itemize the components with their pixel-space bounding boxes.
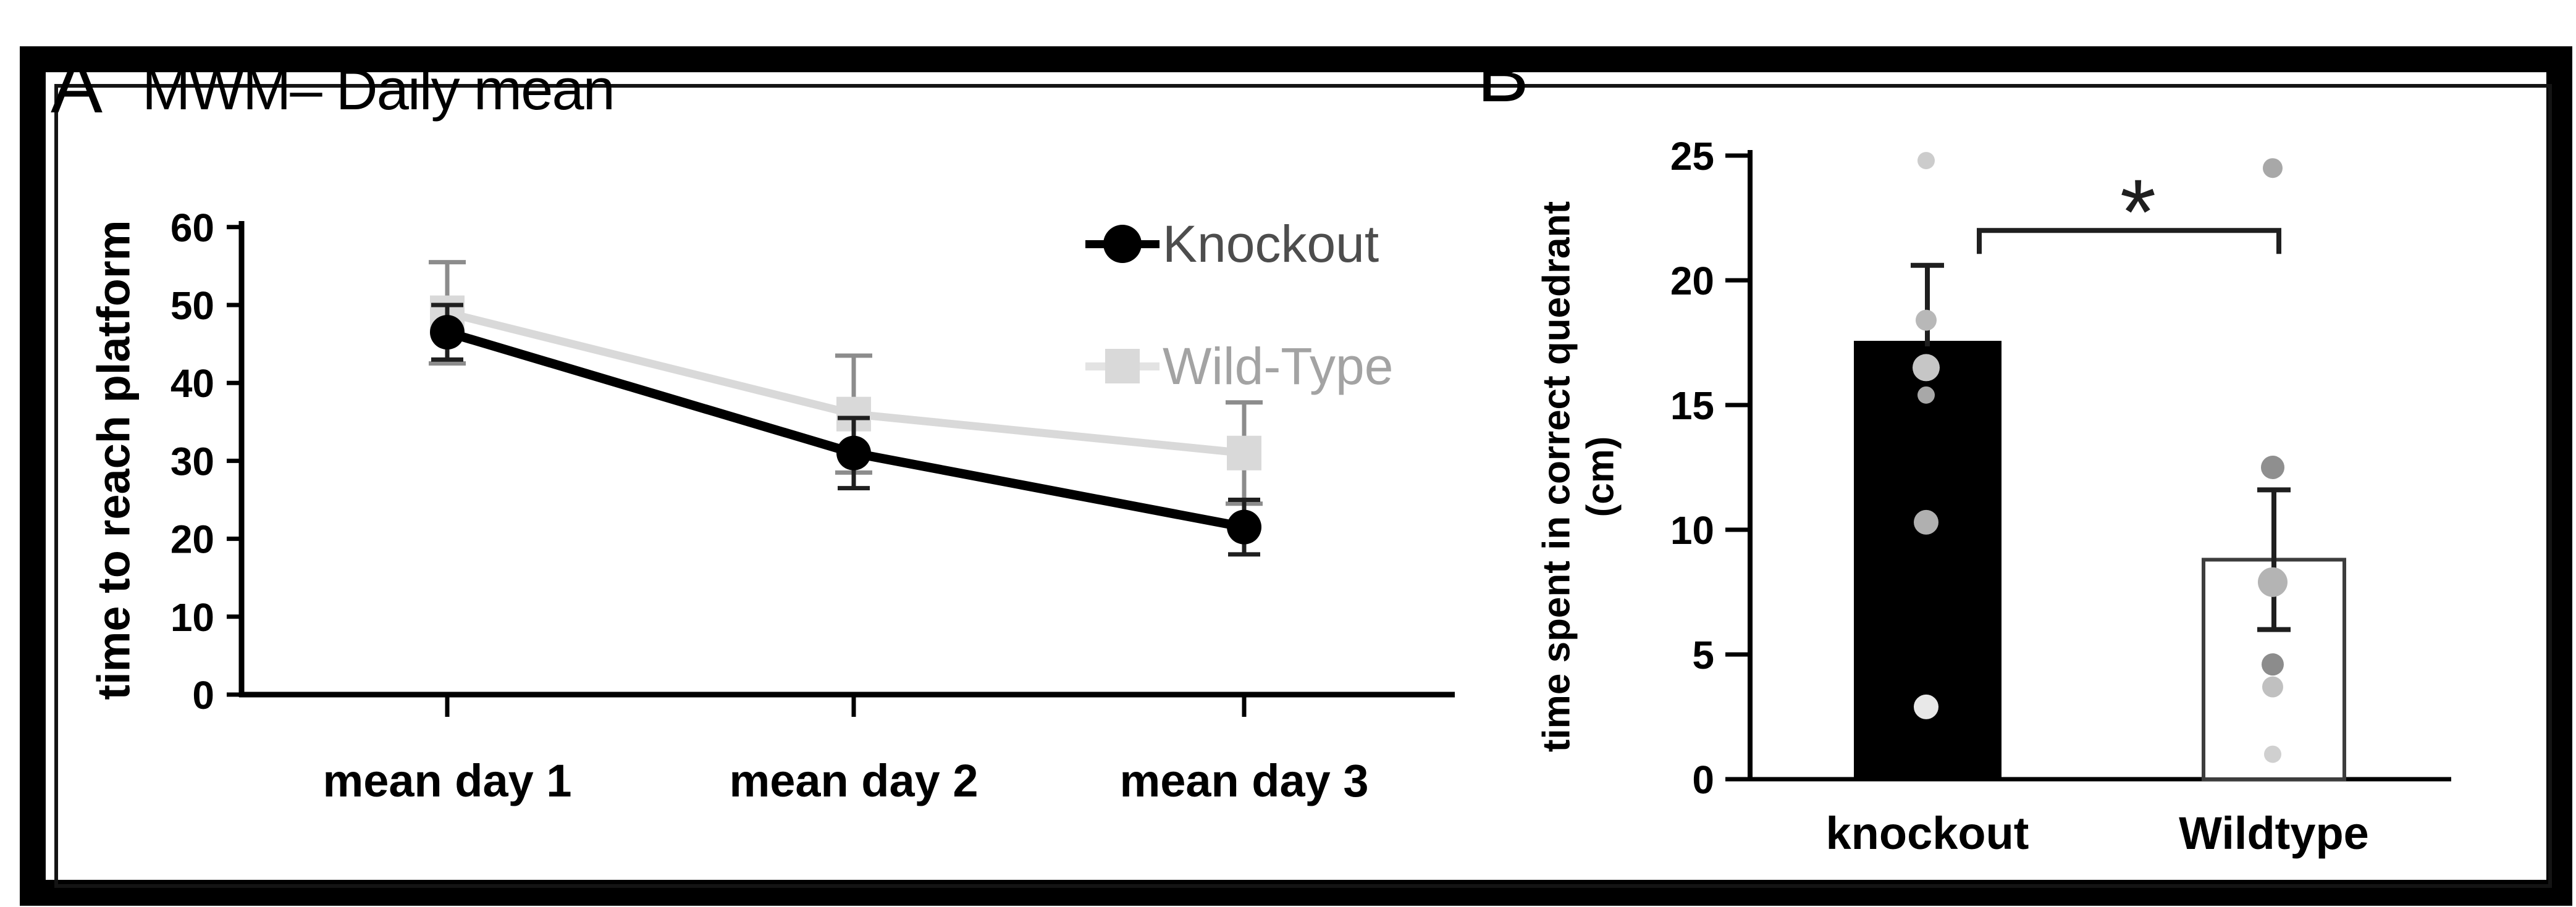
legend-knockout-label: Knockout <box>1163 215 1379 273</box>
panel-a-xtick-day1: mean day 1 <box>322 755 572 806</box>
a-y-tick-label: 20 <box>170 517 214 562</box>
panel-a-letter: A <box>51 42 103 129</box>
panel-b-letter: B <box>1477 31 1530 118</box>
a-marker-circle <box>430 315 465 350</box>
b-y-tick-label: 0 <box>1692 758 1714 802</box>
b-data-point <box>1917 152 1935 170</box>
panel-b-xtick-wildtype: Wildtype <box>2179 808 2369 859</box>
a-marker-circle <box>836 435 871 470</box>
b-data-point <box>2262 653 2284 676</box>
panel-b-y-axis-label: time spent in correct quedrant (cm) <box>1535 201 1623 752</box>
panel-a-plot: 0 10 20 30 40 50 60 <box>170 206 1455 717</box>
legend-wildtype-label: Wild-Type <box>1163 337 1394 395</box>
b-y-tick-label: 20 <box>1670 259 1714 303</box>
b-y-tick-label: 15 <box>1670 383 1714 428</box>
panel-a-y-axis-label: time to reach platform <box>88 220 140 700</box>
a-y-tick-label: 40 <box>170 361 214 406</box>
b-data-point <box>2263 158 2283 178</box>
legend-wildtype-square-icon <box>1105 349 1140 383</box>
significance-bracket <box>1977 228 2281 254</box>
b-data-point <box>1914 509 1938 535</box>
b-data-point <box>2262 676 2283 698</box>
a-marker-square <box>1227 435 1261 470</box>
b-data-point <box>2264 745 2281 763</box>
b-y-tick-label: 25 <box>1670 134 1714 178</box>
a-marker-circle <box>1227 509 1261 545</box>
panel-b-y-axis-label-line2: (cm) <box>1580 436 1622 517</box>
panel-a-title: MWM– Daily mean <box>142 57 615 122</box>
b-data-point <box>1917 386 1935 404</box>
b-data-point <box>1913 354 1940 382</box>
panel-b-y-axis-label-line1: time spent in correct quedrant <box>1535 201 1578 753</box>
a-y-tick-label: 50 <box>170 283 214 328</box>
a-y-tick-label: 0 <box>192 673 214 717</box>
panel-a-xtick-day3: mean day 3 <box>1119 755 1369 806</box>
legend-knockout-circle-icon <box>1103 225 1142 263</box>
a-y-tick-label: 60 <box>170 206 214 250</box>
b-data-point <box>2261 456 2284 479</box>
panel-a-xtick-day2: mean day 2 <box>729 755 979 806</box>
significance-asterisk: * <box>2119 160 2157 264</box>
a-y-tick-label: 30 <box>170 439 214 483</box>
a-y-tick-label: 10 <box>170 595 214 640</box>
b-data-point <box>1916 309 1937 331</box>
panel-b-xtick-knockout: knockout <box>1825 808 2029 859</box>
b-y-tick-label: 5 <box>1692 633 1714 677</box>
b-data-point <box>1914 694 1938 719</box>
b-y-tick-label: 10 <box>1670 508 1714 553</box>
b-data-point <box>2258 567 2288 597</box>
panel-b-plot: 0 5 10 15 20 25 <box>1670 134 2451 802</box>
